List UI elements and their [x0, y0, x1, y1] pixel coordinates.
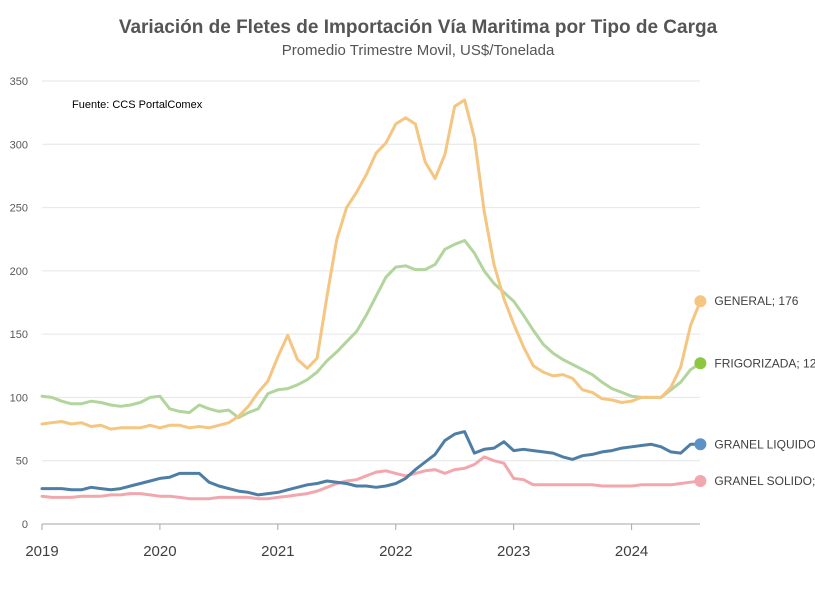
x-tick-label: 2019: [25, 543, 58, 560]
source-note: Fuente: CCS PortalComex: [72, 99, 203, 111]
series-end-marker: [694, 438, 707, 451]
y-tick-label: 200: [10, 266, 28, 278]
series-end-label: GRANEL LIQUIDO; 63: [714, 437, 815, 451]
chart-subtitle: Promedio Trimestre Movil, US$/Tonelada: [282, 42, 555, 59]
series-line-general: [40, 98, 702, 431]
series-end-marker: [694, 295, 707, 308]
y-tick-label: 350: [10, 76, 28, 88]
series-line-frigorizada: [40, 239, 702, 420]
x-tick-label: 2024: [615, 543, 648, 560]
x-axis: 2019 2020 2021 2022 2023 2024: [25, 523, 700, 560]
series-end-labels: GENERAL; 176 FRIGORIZADA; 127 GRANEL LIQUI…: [714, 294, 815, 488]
chart-title: Variación de Fletes de Importación Vía M…: [119, 17, 718, 38]
x-tick-label: 2020: [143, 543, 176, 560]
x-tick-label: 2023: [497, 543, 530, 560]
y-tick-label: 100: [10, 392, 28, 404]
series-line-granel-solido: [40, 455, 702, 501]
series-end-label: GENERAL; 176: [714, 294, 798, 308]
y-tick-label: 150: [10, 329, 28, 341]
y-tick-label: 0: [22, 519, 28, 531]
series-end-markers: [694, 295, 707, 487]
y-axis-ticks: 0 50 100 150 200 250 300 350: [10, 76, 28, 531]
y-tick-label: 250: [10, 203, 28, 215]
series-line-granel-liquido: [40, 430, 702, 497]
series-lines: [40, 98, 702, 501]
gridlines: [42, 80, 700, 525]
series-end-label: GRANEL SOLIDO; 34: [714, 474, 815, 488]
x-tick-label: 2022: [379, 543, 412, 560]
y-tick-label: 300: [10, 139, 28, 151]
series-end-marker: [694, 474, 707, 487]
series-end-label: FRIGORIZADA; 127: [714, 356, 815, 370]
y-tick-label: 50: [16, 456, 28, 468]
x-tick-label: 2021: [261, 543, 294, 560]
series-end-marker: [694, 357, 707, 370]
